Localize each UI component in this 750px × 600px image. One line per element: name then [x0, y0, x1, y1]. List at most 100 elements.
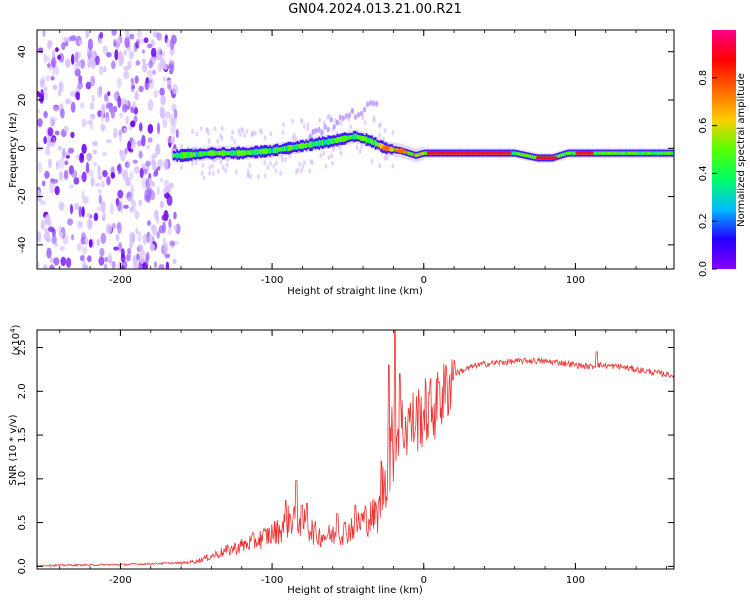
x-tick-label: 0: [421, 575, 427, 586]
spectrogram-core: [287, 145, 290, 152]
spectrogram-scatter-blob: [302, 123, 306, 129]
spectrogram-branch-blob: [317, 126, 321, 133]
spectrogram-peak-segment: [575, 151, 594, 155]
spectrogram-core: [218, 150, 220, 156]
spectrogram-core: [655, 151, 657, 155]
spectrogram-scatter-blob: [205, 127, 209, 133]
spectrogram-core: [316, 140, 319, 147]
spectrogram-noise-blob: [85, 81, 92, 90]
spectrogram-core: [325, 139, 328, 145]
spectrogram-scatter-blob: [257, 174, 260, 180]
spectrogram-noise-blob: [134, 90, 139, 101]
spectrogram-y-axis-label: Frequency (Hz): [8, 112, 19, 188]
spectrogram-core: [181, 152, 184, 159]
spectrogram-scatter-blob: [383, 128, 387, 134]
spectrogram-noise-blob: [61, 42, 66, 51]
spectrogram-noise-blob: [156, 166, 161, 171]
spectrogram-noise-blob: [115, 38, 121, 50]
spectrogram-core: [270, 148, 273, 153]
spectrogram-noise-blob: [126, 254, 130, 262]
spectrogram-ridge: [172, 99, 674, 163]
spectrogram-scatter-blob: [378, 132, 382, 138]
spectrogram-core: [278, 147, 281, 152]
spectrogram-core: [651, 151, 654, 155]
spectrogram-noise-blob: [59, 246, 65, 251]
spectrogram-noise-blob: [117, 96, 122, 108]
spectrogram-noise-blob: [37, 118, 43, 128]
colorbar-tick-label: 0.8: [698, 70, 709, 86]
spectrogram-noise-blob: [141, 58, 147, 64]
spectrogram-noise-blob: [91, 50, 96, 60]
y-tick-label: 20: [17, 94, 28, 107]
spectrogram-core: [378, 142, 381, 148]
spectrogram-noise-blob: [58, 157, 65, 169]
spectrogram-noise-blob: [81, 118, 87, 128]
y-tick-label: -20: [17, 188, 28, 204]
spectrogram-noise-blob: [76, 220, 83, 230]
spectrogram-noise-blob: [121, 170, 126, 177]
spectrogram-noise-blob: [117, 200, 122, 212]
spectrogram-noise-blob: [58, 82, 63, 90]
spectrogram-core: [604, 151, 606, 155]
spectrogram-scatter-blob: [339, 150, 343, 156]
spectrogram-core: [289, 144, 291, 151]
colorbar-tick-label: 0.4: [698, 165, 709, 181]
spectrogram-noise-blob: [49, 116, 54, 127]
spectrogram-noise-blob: [50, 76, 55, 81]
spectrogram-core: [611, 151, 614, 155]
spectrogram-noise-blob: [172, 224, 178, 232]
spectrogram-core: [172, 153, 175, 158]
spectrogram-noise-blob: [43, 86, 48, 92]
spectrogram-noise-blob: [96, 86, 103, 98]
spectrogram-core: [305, 142, 308, 149]
spectrogram-core: [529, 154, 532, 159]
spectrogram-core: [352, 133, 355, 140]
spectrogram-scatter-blob: [219, 159, 223, 165]
spectrogram-noise-blob: [159, 58, 166, 70]
spectrogram-noise-blob: [160, 177, 164, 183]
spectrogram-noise-blob: [70, 101, 76, 113]
x-tick-label: -200: [109, 575, 132, 586]
spectrogram-noise-blob: [54, 47, 59, 53]
spectrogram-scatter-blob: [291, 135, 295, 141]
spectrogram-noise-blob: [98, 256, 105, 266]
spectrogram-noise-blob: [98, 65, 104, 76]
figure-title: GN04.2024.013.21.00.R21: [288, 2, 462, 17]
spectrogram-scatter-blob: [235, 169, 238, 175]
spectrogram-core: [633, 151, 635, 155]
spectrogram-noise-blob: [92, 140, 98, 147]
spectrogram-core: [376, 142, 379, 147]
spectrogram-core: [649, 151, 652, 155]
y-tick-label: 0.5: [17, 515, 28, 531]
spectrogram-noise-blob: [160, 94, 166, 106]
spectrogram-branch-blob: [359, 110, 364, 117]
spectrogram-noise-blob: [147, 43, 152, 49]
spectrogram-noise-blob: [73, 63, 79, 71]
spectrogram-noise-blob: [169, 48, 175, 56]
spectrogram-peak-segment: [426, 151, 512, 155]
spectrogram-scatter-blob: [327, 113, 331, 119]
spectrogram-scatter-blob: [243, 133, 247, 139]
y-tick-label: -40: [17, 237, 28, 253]
spectrogram-noise-blob: [141, 134, 146, 147]
spectrogram-scatter-blob: [269, 160, 272, 166]
spectrogram-core: [573, 151, 575, 155]
spectrogram-scatter-blob: [391, 130, 395, 136]
spectrogram-core: [667, 151, 670, 155]
spectrogram-scatter-blob: [272, 163, 276, 169]
spectrogram-noise-blob: [49, 181, 55, 194]
spectrogram-noise-blob: [44, 56, 51, 61]
spectrogram-noise-blob: [162, 221, 166, 234]
spectrogram-noise-blob: [172, 258, 177, 265]
spectrogram-branch-blob: [320, 129, 324, 136]
spectrogram-noise-blob: [37, 161, 43, 174]
spectrogram-core: [425, 151, 428, 155]
y-tick-label: 1.0: [17, 471, 28, 487]
spectrogram-noise-blob: [156, 216, 160, 225]
spectrogram-scatter-blob: [324, 163, 328, 169]
colorbar-tick-label: 0.0: [698, 261, 709, 277]
spectrogram-noise-blob: [78, 74, 83, 84]
spectrogram-noise-blob: [146, 79, 152, 84]
spectrogram-noise-blob: [120, 150, 126, 162]
spectrogram-noise-blob: [63, 125, 69, 132]
